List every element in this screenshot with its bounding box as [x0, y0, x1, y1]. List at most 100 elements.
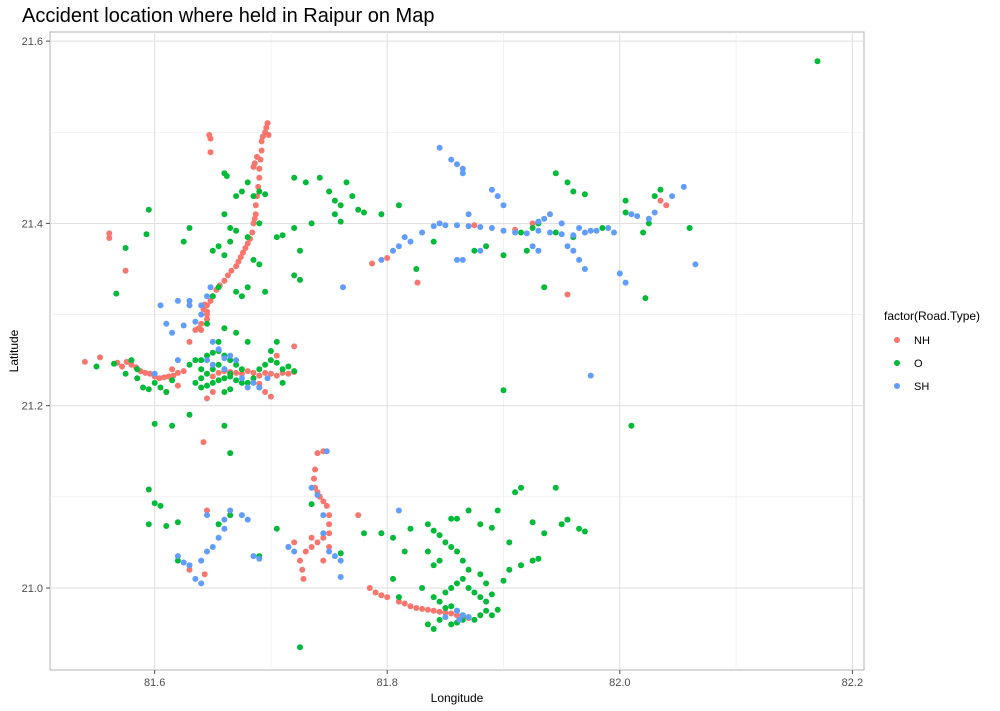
- point-o: [552, 170, 559, 177]
- point-sh: [390, 247, 396, 254]
- point-sh: [180, 559, 187, 566]
- point-o: [198, 357, 205, 364]
- point-o: [262, 191, 269, 198]
- x-tick-label: 82.2: [842, 677, 863, 689]
- point-o: [291, 174, 298, 181]
- point-nh: [207, 135, 214, 142]
- point-o: [215, 377, 222, 384]
- point-o: [390, 575, 396, 582]
- point-nh: [407, 603, 414, 610]
- point-sh: [204, 512, 210, 519]
- point-o: [215, 521, 222, 528]
- point-sh: [186, 297, 193, 304]
- point-o: [506, 539, 513, 546]
- point-sh: [576, 256, 583, 263]
- point-nh: [384, 594, 391, 601]
- point-o: [401, 548, 408, 555]
- point-o: [209, 247, 216, 254]
- point-o: [297, 276, 303, 283]
- point-sh: [395, 507, 402, 514]
- point-o: [227, 238, 234, 245]
- point-nh: [308, 534, 315, 541]
- point-o: [494, 606, 501, 613]
- point-o: [262, 361, 269, 368]
- point-o: [337, 550, 344, 557]
- point-o: [477, 594, 484, 601]
- point-o: [465, 585, 472, 591]
- point-sh: [535, 227, 542, 234]
- point-o: [227, 357, 234, 364]
- point-sh: [198, 302, 205, 309]
- point-nh: [454, 612, 460, 619]
- point-sh: [456, 616, 463, 623]
- point-o: [552, 484, 559, 491]
- point-sh: [535, 247, 542, 254]
- point-o: [448, 585, 455, 591]
- point-o: [378, 530, 385, 537]
- point-sh: [256, 384, 263, 391]
- point-o: [267, 348, 274, 354]
- point-o: [448, 515, 455, 522]
- legend: factor(Road.Type) NH O SH: [884, 309, 980, 393]
- point-nh: [273, 352, 280, 359]
- point-nh: [170, 372, 177, 379]
- point-o: [262, 288, 269, 295]
- point-o: [233, 377, 240, 384]
- point-o: [145, 386, 152, 393]
- point-nh: [564, 291, 571, 298]
- point-sh: [186, 302, 193, 309]
- point-o: [151, 379, 158, 386]
- point-sh: [442, 614, 449, 621]
- point-o: [500, 252, 507, 259]
- point-sh: [174, 357, 181, 364]
- point-sh: [477, 224, 484, 230]
- point-o: [244, 234, 251, 241]
- point-sh: [209, 544, 216, 550]
- point-o: [128, 357, 135, 364]
- point-nh: [442, 609, 449, 616]
- point-o: [640, 229, 647, 236]
- point-sh: [340, 284, 346, 291]
- point-nh: [326, 530, 333, 537]
- point-o: [500, 387, 507, 394]
- point-nh: [320, 557, 327, 564]
- point-o: [442, 589, 449, 596]
- point-o: [238, 293, 245, 300]
- point-nh: [228, 267, 235, 274]
- point-o: [163, 523, 170, 529]
- point-nh: [372, 589, 379, 596]
- point-o: [227, 370, 234, 377]
- point-nh: [312, 466, 319, 473]
- point-o: [581, 528, 588, 535]
- point-o: [215, 243, 222, 250]
- point-o: [483, 243, 490, 250]
- point-sh: [465, 614, 472, 621]
- point-o: [93, 363, 100, 370]
- point-sh: [570, 232, 577, 239]
- point-o: [209, 349, 216, 356]
- point-o: [113, 290, 120, 297]
- point-o: [576, 525, 583, 532]
- point-sh: [581, 266, 588, 272]
- point-sh: [337, 557, 344, 564]
- point-sh: [558, 231, 565, 238]
- point-sh: [692, 261, 699, 268]
- point-sh: [326, 548, 333, 555]
- point-sh: [459, 256, 466, 263]
- point-nh: [448, 610, 455, 617]
- point-o: [442, 539, 449, 546]
- point-nh: [430, 607, 437, 614]
- point-o: [233, 361, 240, 368]
- point-o: [221, 422, 228, 429]
- legend-title: factor(Road.Type): [884, 309, 980, 323]
- point-sh: [459, 612, 466, 619]
- point-nh: [224, 272, 231, 279]
- point-sh: [436, 220, 443, 227]
- point-o: [378, 211, 385, 218]
- point-o: [424, 521, 431, 528]
- point-o: [477, 571, 484, 578]
- point-o: [134, 366, 141, 373]
- point-o: [518, 229, 524, 236]
- point-sh: [227, 352, 234, 359]
- point-nh: [204, 507, 210, 514]
